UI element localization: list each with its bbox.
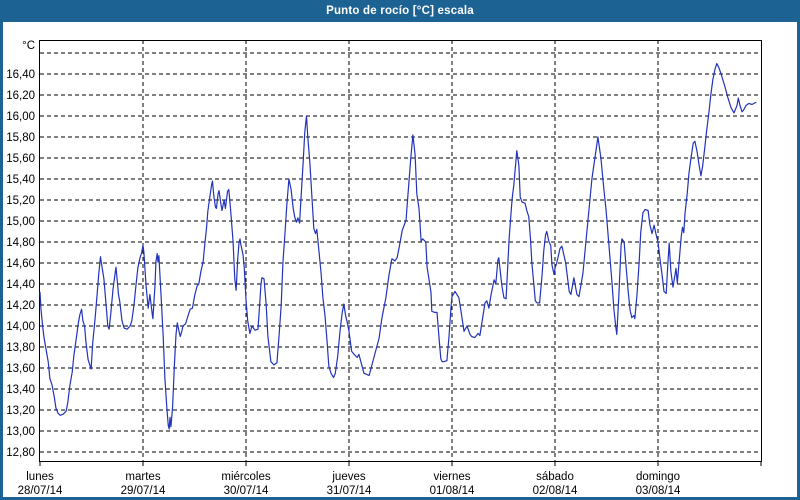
y-axis-tick-label: 14,20 (6, 300, 35, 312)
y-axis-tick-label: 16,00 (6, 111, 35, 123)
y-axis-tick-label: 16,20 (6, 90, 35, 102)
x-axis-date-label: 30/07/14 (224, 485, 269, 497)
x-axis-date-label: 29/07/14 (121, 485, 166, 497)
x-axis-day-label: martes (125, 471, 160, 483)
plot-border (39, 40, 762, 462)
x-axis-day-label: sábado (536, 471, 574, 483)
x-axis-day-label: miércoles (221, 471, 270, 483)
y-axis-tick-label: 13,20 (6, 405, 35, 417)
y-axis-tick-label: 13,80 (6, 342, 35, 354)
y-axis-tick-label: 14,80 (6, 237, 35, 249)
x-axis-date-label: 31/07/14 (327, 485, 372, 497)
x-axis-day-label: lunes (26, 471, 54, 483)
y-axis-tick-label: 13,00 (6, 426, 35, 438)
x-axis-date-label: 02/08/14 (533, 485, 578, 497)
y-axis-tick-label: 13,40 (6, 384, 35, 396)
x-axis-date-label: 01/08/14 (430, 485, 475, 497)
y-axis-tick-label: 14,60 (6, 258, 35, 270)
y-axis-tick-label: 16,40 (6, 69, 35, 81)
series-line (39, 62, 757, 430)
y-axis-unit-label: °C (22, 40, 35, 52)
x-axis-date-label: 03/08/14 (636, 485, 681, 497)
x-axis-date-label: 28/07/14 (18, 485, 63, 497)
y-axis-tick-label: 15,40 (6, 174, 35, 186)
y-axis-tick-label: 15,60 (6, 153, 35, 165)
chart-background (3, 22, 797, 497)
x-axis-day-label: jueves (331, 471, 365, 483)
title-bar: Punto de rocío [°C] escala (0, 0, 800, 22)
chart-title: Punto de rocío [°C] escala (326, 5, 474, 17)
y-axis-tick-label: 12,80 (6, 447, 35, 459)
y-axis-tick-label: 14,00 (6, 321, 35, 333)
y-axis-tick-label: 15,00 (6, 216, 35, 228)
x-axis-day-label: viernes (433, 471, 470, 483)
y-axis-tick-label: 15,80 (6, 132, 35, 144)
y-axis-tick-label: 15,20 (6, 195, 35, 207)
y-axis-tick-label: 13,60 (6, 363, 35, 375)
y-axis-tick-label: 14,40 (6, 279, 35, 291)
x-axis-day-label: domingo (636, 471, 680, 483)
